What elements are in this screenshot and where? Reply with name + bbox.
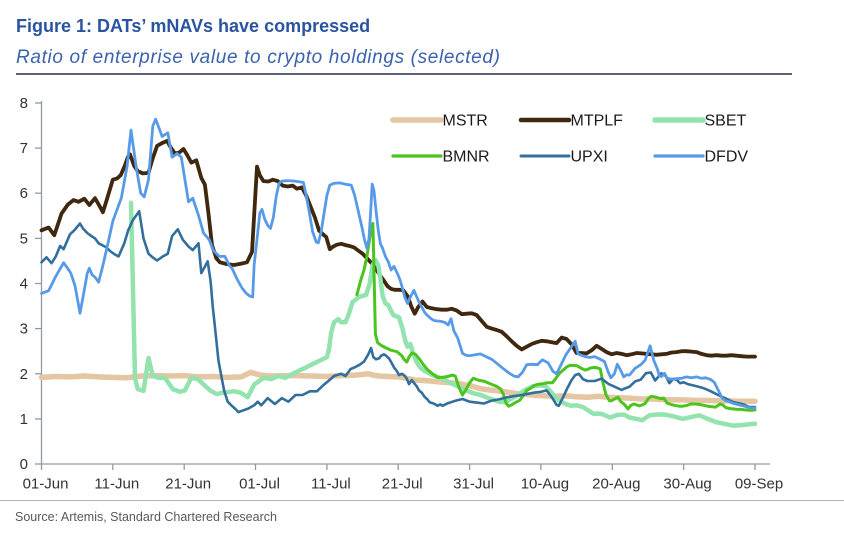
svg-text:7: 7 [20, 140, 28, 157]
svg-text:DFDV: DFDV [705, 149, 749, 166]
svg-text:6: 6 [20, 185, 28, 202]
svg-text:09-Sep: 09-Sep [735, 476, 783, 493]
svg-text:21-Jun: 21-Jun [165, 476, 211, 493]
svg-text:10-Aug: 10-Aug [521, 476, 569, 493]
svg-text:0: 0 [20, 456, 28, 473]
svg-text:2: 2 [20, 366, 28, 383]
svg-text:MSTR: MSTR [443, 113, 488, 130]
svg-text:11-Jun: 11-Jun [94, 476, 139, 493]
svg-text:01-Jul: 01-Jul [239, 476, 280, 493]
svg-text:20-Aug: 20-Aug [592, 476, 640, 493]
svg-text:5: 5 [20, 230, 28, 247]
svg-text:UPXI: UPXI [571, 149, 608, 166]
svg-text:4: 4 [20, 276, 28, 293]
svg-text:21-Jul: 21-Jul [382, 476, 423, 493]
svg-text:01-Jun: 01-Jun [23, 476, 69, 493]
svg-text:MTPLF: MTPLF [571, 113, 624, 130]
svg-text:1: 1 [20, 411, 28, 428]
svg-text:3: 3 [20, 321, 28, 338]
svg-text:30-Aug: 30-Aug [663, 476, 711, 493]
svg-text:31-Jul: 31-Jul [453, 476, 494, 493]
svg-text:BMNR: BMNR [443, 149, 490, 166]
svg-text:SBET: SBET [705, 113, 747, 130]
svg-text:11-Jul: 11-Jul [311, 476, 351, 493]
svg-text:8: 8 [20, 95, 28, 112]
